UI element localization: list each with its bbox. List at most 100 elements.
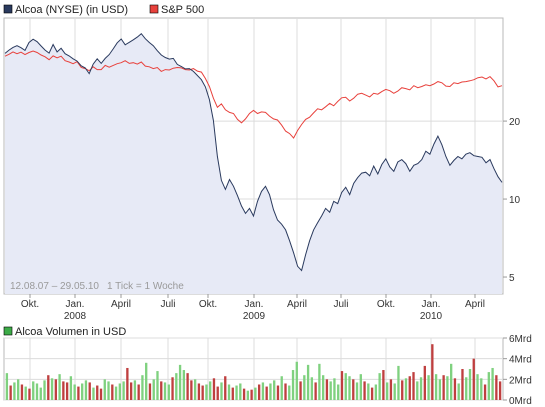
x-year-label-1: 2008	[64, 311, 87, 322]
volume-bar-87	[333, 378, 336, 400]
price-ytick-label-0: 5	[509, 273, 515, 284]
tick-interval-value: 1 Tick = 1 Woche	[107, 281, 184, 292]
volume-bar-130	[495, 375, 498, 400]
volume-bar-80	[306, 364, 310, 400]
x-tick-label-4: Okt.	[199, 299, 217, 310]
x-tick-label-1: Jan.	[66, 299, 85, 310]
volume-bar-5	[24, 386, 27, 400]
volume-bar-94	[359, 374, 362, 400]
volume-bar-93	[355, 382, 359, 400]
volume-bar-78	[299, 381, 302, 400]
volume-bar-63	[242, 388, 246, 400]
volume-bar-12	[50, 378, 54, 400]
volume-bar-30	[118, 383, 121, 400]
volume-bar-112	[427, 375, 430, 400]
volume-bar-35	[137, 384, 140, 400]
volume-bar-70	[269, 383, 272, 400]
volume-bar-114	[434, 374, 438, 400]
volume-bar-89	[340, 371, 344, 400]
x-year-label-5: 2009	[243, 311, 266, 322]
volume-bar-126	[480, 378, 483, 400]
volume-bar-116	[442, 375, 445, 400]
volume-bar-2	[13, 382, 16, 400]
volume-bar-47	[182, 370, 186, 400]
volume-bar-14	[58, 374, 61, 400]
volume-bar-125	[476, 374, 479, 400]
volume-bars	[5, 344, 502, 400]
volume-bar-9	[39, 387, 42, 400]
volume-bar-40	[156, 371, 159, 400]
volume-bar-128	[487, 372, 490, 400]
legend-swatch-sp500	[149, 4, 159, 14]
volume-bar-124	[472, 358, 475, 400]
volume-bar-121	[461, 369, 464, 400]
legend-swatch-volume	[3, 326, 13, 336]
volume-bar-131	[498, 381, 502, 400]
volume-bar-68	[261, 382, 265, 400]
price-ytick-label-2: 20	[509, 117, 521, 128]
volume-bar-6	[28, 388, 31, 400]
legend-label-sp500: S&P 500	[161, 4, 204, 16]
price-panel: 5 10 20 12.08.07 – 29.05.10 1 Tick = 1 Woch…	[3, 17, 521, 295]
x-tick-label-10: April	[465, 299, 485, 310]
volume-bar-60	[231, 387, 234, 400]
volume-bar-28	[111, 384, 114, 400]
volume-bar-41	[160, 381, 163, 400]
alcoa-line	[4, 32, 503, 272]
volume-bar-122	[465, 377, 468, 400]
volume-bar-0	[5, 373, 9, 400]
volume-bar-10	[43, 380, 46, 400]
volume-bar-90	[344, 373, 347, 400]
volume-bar-120	[457, 383, 460, 400]
volume-bar-123	[468, 369, 472, 400]
volume-bar-107	[408, 376, 411, 400]
volume-bar-67	[257, 384, 261, 400]
volume-y-axis: 0Mrd 2Mrd 4Mrd 6Mrd	[503, 334, 532, 407]
volume-bar-44	[171, 377, 174, 400]
volume-bar-99	[378, 373, 381, 400]
volume-bar-104	[397, 365, 400, 400]
volume-bar-43	[167, 384, 170, 400]
volume-bar-15	[62, 381, 65, 400]
volume-bar-50	[193, 379, 197, 400]
x-tick-label-9: Jan.	[422, 299, 441, 310]
price-ytick-label-1: 10	[509, 195, 521, 206]
volume-bar-97	[370, 387, 374, 400]
alcoa-area-fill	[5, 33, 502, 294]
volume-bar-36	[141, 375, 144, 400]
volume-bar-24	[96, 385, 99, 400]
volume-legend: Alcoa Volumen in USD	[3, 326, 126, 338]
volume-bar-85	[325, 379, 329, 400]
volume-bar-75	[288, 385, 291, 400]
volume-ytick-label-3: 6Mrd	[509, 334, 532, 345]
volume-bar-91	[348, 376, 351, 400]
volume-bar-19	[77, 386, 80, 400]
price-legend: Alcoa (NYSE) (in USD) S&P 500	[3, 4, 204, 16]
volume-bar-8	[35, 383, 39, 400]
volume-bar-27	[107, 381, 110, 400]
volume-bar-66	[254, 387, 257, 400]
volume-bar-51	[197, 383, 201, 400]
x-tick-label-8: Okt.	[377, 299, 395, 310]
volume-bar-113	[431, 344, 434, 400]
volume-bar-72	[276, 385, 280, 400]
volume-bar-74	[284, 383, 287, 400]
volume-bar-73	[280, 376, 283, 400]
volume-bar-23	[92, 387, 95, 400]
sp500-line	[4, 50, 503, 139]
volume-bar-48	[186, 373, 189, 400]
volume-bar-101	[386, 382, 389, 400]
volume-bar-110	[419, 377, 423, 400]
volume-bar-65	[250, 389, 253, 400]
volume-bar-103	[393, 383, 396, 400]
volume-bar-37	[145, 362, 148, 400]
volume-bar-22	[88, 382, 91, 400]
volume-bar-98	[374, 384, 378, 400]
volume-bar-76	[291, 370, 295, 400]
volume-bar-26	[103, 379, 106, 400]
volume-bar-34	[133, 380, 137, 400]
volume-ytick-label-1: 2Mrd	[509, 375, 532, 386]
x-tick-label-0: Okt.	[21, 299, 39, 310]
volume-bar-58	[224, 376, 227, 400]
